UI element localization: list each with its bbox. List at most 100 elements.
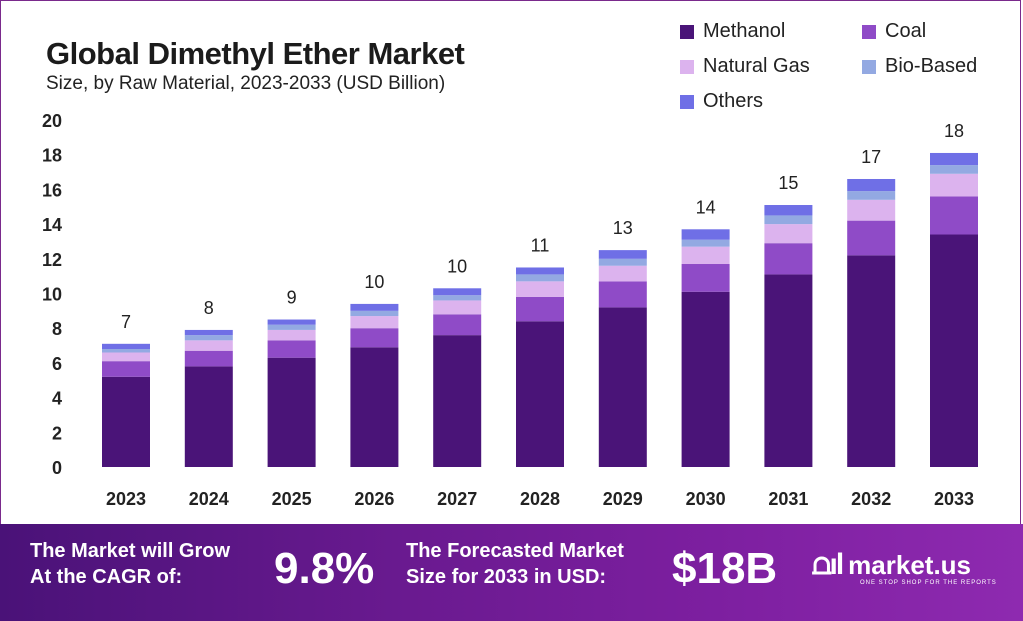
y-tick-label: 12 [42, 250, 62, 270]
cagr-label-line2: At the CAGR of: [30, 566, 183, 588]
bar-total-label: 8 [204, 298, 214, 318]
legend-swatch-bio-based [862, 59, 876, 74]
forecast-label-line2: Size for 2033 in USD: [406, 566, 607, 588]
bar-segment-methanol-2026 [350, 347, 399, 467]
bar-segment-natural-gas-2028 [516, 281, 564, 297]
bar-segment-coal-2031 [764, 243, 813, 275]
x-tick-label: 2025 [272, 489, 312, 509]
logo-name: market.us [848, 549, 972, 580]
legend-item-bio-based: Bio-Based [862, 55, 977, 78]
bar-segment-methanol-2024 [184, 366, 233, 467]
legend-label: Bio-Based [885, 55, 978, 77]
market-us-logo: ⩍ıl market.us ONE STOP SHOP FOR THE REPO… [812, 548, 996, 586]
bar-segment-others-2027 [433, 288, 482, 296]
bar-segment-others-2025 [267, 319, 316, 325]
bar-segment-coal-2032 [847, 220, 896, 256]
legend-label: Others [703, 90, 764, 112]
y-tick-label: 4 [52, 389, 62, 409]
bar-segment-natural-gas-2027 [433, 300, 482, 315]
bar-segment-bio-based-2029 [598, 258, 647, 266]
bar-segment-coal-2033 [930, 196, 978, 235]
bar-segment-methanol-2032 [847, 255, 896, 467]
y-tick-label: 18 [42, 146, 62, 166]
legend-label: Natural Gas [703, 55, 810, 77]
bar-segment-coal-2023 [102, 361, 150, 377]
legend-item-coal: Coal [862, 20, 926, 43]
bar-segment-methanol-2030 [681, 291, 730, 467]
bar-total-label: 10 [364, 272, 384, 292]
x-tick-label: 2029 [603, 489, 643, 509]
chart-subtitle: Size, by Raw Material, 2023-2033 (USD Bi… [46, 73, 446, 94]
legend-item-natural-gas: Natural Gas [680, 55, 810, 78]
bar-segment-natural-gas-2029 [598, 265, 647, 282]
bar-segment-coal-2028 [516, 296, 564, 322]
legend-swatch-others [680, 94, 694, 109]
bar-segment-others-2029 [598, 250, 647, 259]
bar-segment-methanol-2029 [598, 307, 647, 467]
bar-segment-bio-based-2025 [267, 324, 316, 330]
bar-segment-bio-based-2024 [184, 335, 233, 341]
bar-segment-bio-based-2028 [516, 274, 564, 282]
bar-segment-others-2032 [847, 178, 896, 192]
bar-segment-others-2030 [681, 229, 730, 240]
x-tick-label: 2033 [934, 489, 974, 509]
legend-item-others: Others [680, 90, 763, 113]
bar-segment-methanol-2028 [516, 321, 564, 467]
summary-banner: The Market will Grow At the CAGR of: 9.8… [0, 524, 1023, 621]
x-tick-label: 2028 [520, 489, 560, 509]
bar-segment-natural-gas-2025 [267, 329, 316, 341]
bar-segment-coal-2027 [433, 314, 482, 336]
bar-segment-coal-2025 [267, 340, 316, 358]
bar-total-label: 17 [861, 147, 881, 167]
bar-segment-methanol-2023 [102, 376, 150, 467]
bar-segment-natural-gas-2024 [184, 340, 233, 351]
bar-segment-bio-based-2030 [681, 239, 730, 247]
y-tick-label: 20 [42, 111, 62, 131]
x-tick-label: 2030 [686, 489, 726, 509]
legend-label: Methanol [703, 20, 786, 42]
x-tick-label: 2023 [106, 489, 146, 509]
x-tick-label: 2032 [851, 489, 891, 509]
bar-segment-others-2031 [764, 205, 813, 216]
forecast-label: The Forecasted Market Size for 2033 in U… [406, 538, 624, 590]
legend-item-methanol: Methanol [680, 20, 785, 43]
bar-segment-bio-based-2032 [847, 191, 896, 200]
y-tick-label: 6 [52, 354, 62, 374]
bar-total-label: 18 [944, 121, 964, 141]
bar-segment-coal-2029 [598, 281, 647, 308]
bar-segment-natural-gas-2033 [930, 173, 978, 197]
cagr-label: The Market will Grow At the CAGR of: [30, 538, 230, 590]
bar-segment-others-2023 [102, 343, 150, 350]
y-tick-label: 0 [52, 458, 62, 478]
x-tick-label: 2031 [768, 489, 808, 509]
x-tick-label: 2026 [354, 489, 394, 509]
bar-segment-bio-based-2026 [350, 310, 399, 317]
forecast-label-line1: The Forecasted Market [406, 540, 624, 562]
bar-segment-others-2028 [516, 267, 564, 275]
x-tick-label: 2024 [189, 489, 229, 509]
bar-total-label: 10 [447, 256, 467, 276]
bar-segment-natural-gas-2031 [764, 224, 813, 244]
x-tick-label: 2027 [437, 489, 477, 509]
bar-total-label: 11 [531, 235, 550, 255]
bar-segment-natural-gas-2026 [350, 316, 399, 329]
logo-mark-icon: ⩍ıl [812, 548, 844, 581]
bar-segment-bio-based-2031 [764, 215, 813, 225]
y-tick-label: 10 [42, 285, 62, 305]
bar-total-label: 14 [696, 197, 716, 217]
bar-segment-bio-based-2027 [433, 295, 482, 301]
cagr-label-line1: The Market will Grow [30, 540, 231, 562]
bar-segment-methanol-2025 [267, 357, 316, 467]
stacked-bar-chart: 0 2 4 6 8 10 12 14 16 18 20 7 2023 8 2024 9 2025 10 2026 10… [42, 111, 978, 509]
bar-segment-coal-2024 [184, 350, 233, 367]
cagr-value: 9.8% [274, 544, 375, 593]
bar-segment-others-2024 [184, 329, 233, 336]
legend-label: Coal [885, 20, 927, 42]
bar-segment-methanol-2027 [433, 335, 482, 467]
chart-title: Global Dimethyl Ether Market [46, 36, 465, 71]
bar-segment-natural-gas-2030 [681, 246, 730, 265]
bar-segment-coal-2026 [350, 328, 399, 348]
bar-segment-methanol-2033 [930, 234, 978, 467]
y-tick-label: 14 [42, 215, 62, 235]
logo-tagline: ONE STOP SHOP FOR THE REPORTS [860, 580, 997, 586]
